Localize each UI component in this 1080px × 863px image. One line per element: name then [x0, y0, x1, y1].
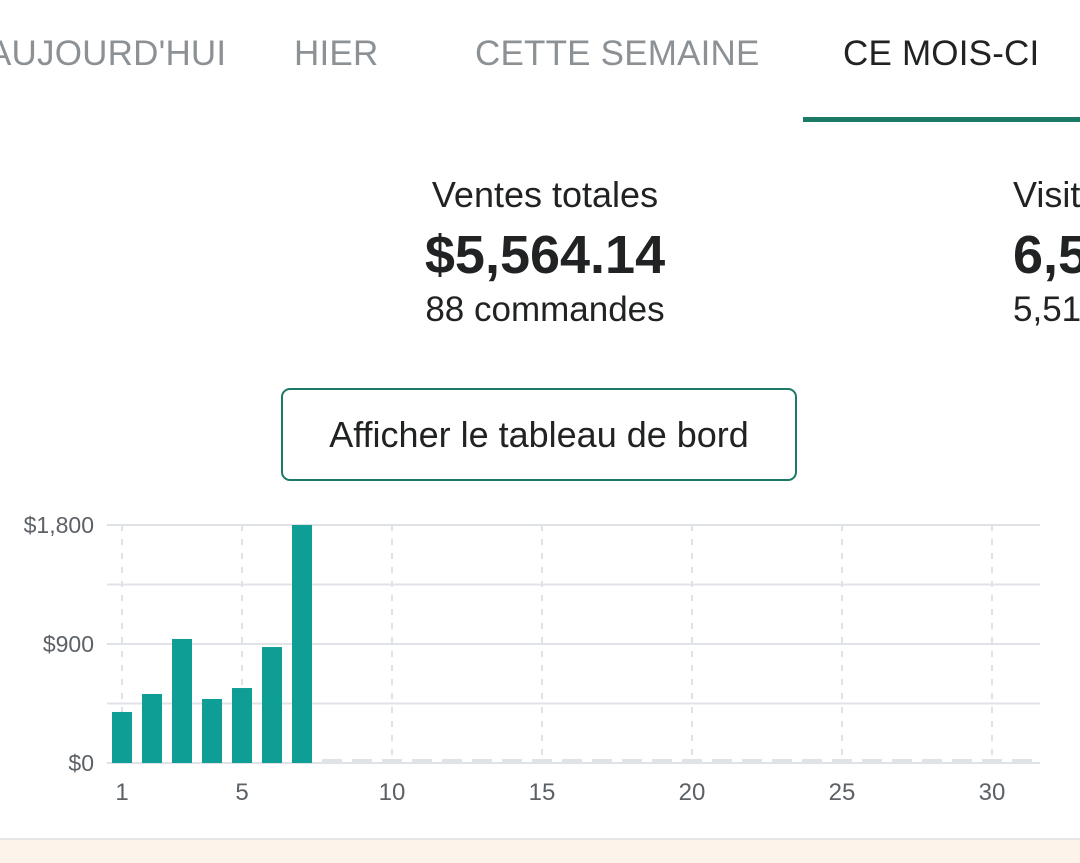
metric-value: 6,5	[1013, 225, 1080, 285]
x-tick-label: 25	[829, 779, 856, 806]
bar-day-22	[742, 759, 762, 763]
x-tick-label: 15	[529, 779, 556, 806]
bar-day-3	[172, 638, 192, 763]
view-dashboard-button[interactable]: Afficher le tableau de bord	[281, 388, 797, 481]
bar-day-8	[322, 759, 342, 763]
bar-day-21	[712, 759, 732, 763]
metric-label: Visit	[1013, 174, 1080, 215]
bar-day-24	[802, 759, 822, 763]
bar-day-28	[922, 759, 942, 763]
metric-visits: Visit 6,5 5,51	[1013, 174, 1080, 330]
active-tab-indicator	[803, 117, 1080, 122]
bar-day-1	[112, 711, 132, 763]
y-tick-label: $0	[68, 750, 94, 776]
bar-day-13	[472, 759, 492, 763]
tab-this-month[interactable]: CE MOIS-CI	[843, 34, 1040, 73]
bar-day-17	[592, 759, 612, 763]
bar-day-29	[952, 759, 972, 763]
x-tick-label: 1	[115, 779, 128, 806]
bar-day-25	[832, 759, 852, 763]
bar-day-11	[412, 759, 432, 763]
bar-day-19	[652, 759, 672, 763]
bar-day-18	[622, 759, 642, 763]
x-tick-label: 20	[679, 779, 706, 806]
tab-this-week[interactable]: CETTE SEMAINE	[475, 34, 760, 73]
bar-day-9	[352, 759, 372, 763]
tab-yesterday[interactable]: HIER	[294, 34, 379, 73]
bar-day-2	[142, 693, 162, 763]
y-tick-label: $900	[43, 631, 94, 657]
bar-day-23	[772, 759, 792, 763]
metric-value: $5,564.14	[424, 225, 666, 285]
bar-day-4	[202, 699, 222, 763]
bar-day-16	[562, 759, 582, 763]
bar-day-7	[292, 525, 312, 763]
bar-day-30	[982, 759, 1002, 763]
bar-day-26	[862, 759, 882, 763]
x-tick-label: 30	[979, 779, 1006, 806]
metric-subtext: 5,51	[1013, 290, 1080, 329]
bar-day-20	[682, 759, 702, 763]
bottom-banner	[0, 838, 1080, 863]
y-tick-label: $1,800	[24, 512, 94, 538]
bar-day-15	[532, 759, 552, 763]
tab-today[interactable]: AUJOURD'HUI	[0, 34, 227, 73]
metric-label: Ventes totales	[431, 174, 659, 215]
metric-total-sales: Ventes totales $5,564.14 88 commandes	[390, 174, 700, 330]
bar-day-31	[1012, 759, 1032, 763]
bar-day-10	[382, 759, 402, 763]
x-tick-label: 5	[235, 779, 248, 806]
bar-day-5	[232, 688, 252, 763]
bar-day-12	[442, 759, 462, 763]
x-tick-label: 10	[379, 779, 406, 806]
bar-day-14	[502, 759, 522, 763]
metric-subtext: 88 commandes	[425, 290, 665, 329]
bar-day-6	[262, 647, 282, 763]
bar-day-27	[892, 759, 912, 763]
